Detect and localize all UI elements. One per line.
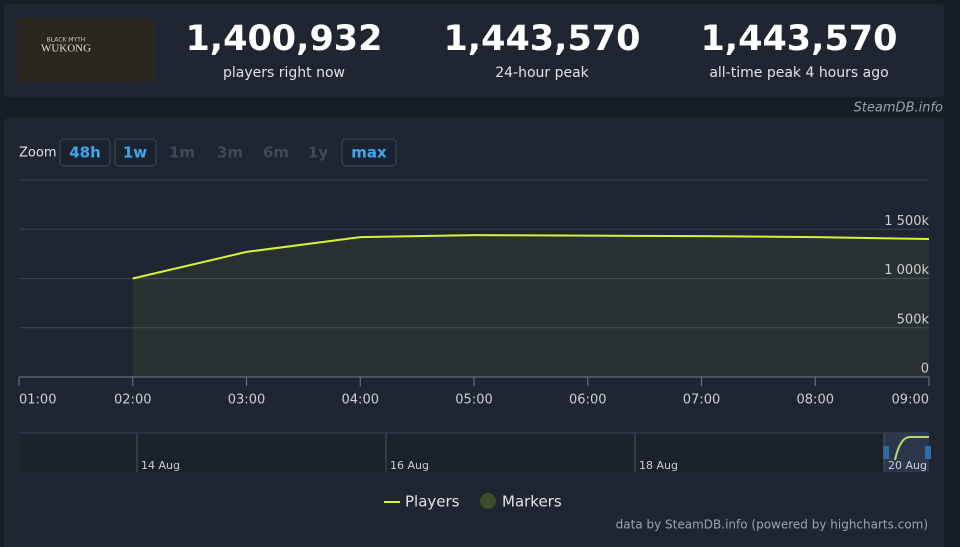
logo: WUKONG <box>41 43 91 55</box>
stat-label: players right now <box>223 65 345 81</box>
navigator-handle[interactable] <box>883 446 889 459</box>
line <box>132 234 930 280</box>
y-tick-label: 1 500k <box>884 214 929 229</box>
navigator-handle[interactable] <box>925 446 931 459</box>
logo-small: BLACK MYTH <box>47 37 86 44</box>
zoom-text[interactable]: 48h <box>69 144 101 162</box>
area <box>132 235 929 377</box>
zoom-button[interactable] <box>59 138 111 167</box>
navigator-line <box>894 436 929 461</box>
zoom-text: 3m <box>217 144 243 162</box>
stats-panel <box>4 4 944 97</box>
navigator-label: 16 Aug <box>390 459 429 472</box>
legend-label: Players <box>405 493 460 511</box>
zoom-text: 1m <box>169 144 195 162</box>
x-tick-label: 02:00 <box>114 393 151 408</box>
stat-label: all-time peak 4 hours ago <box>709 65 888 81</box>
stat-label: 24-hour peak <box>495 65 589 81</box>
x-tick-label: 09:00 <box>892 393 929 408</box>
y-tick-label: 500k <box>897 312 930 327</box>
x-tick-label: 05:00 <box>455 393 492 408</box>
x-tick-label: 07:00 <box>683 393 720 408</box>
stat-value: 1,443,570 <box>700 19 897 59</box>
credits: data by SteamDB.info (powered by highcha… <box>616 518 928 532</box>
y-tick-label: 1 000k <box>884 263 929 278</box>
x-tick-label: 03:00 <box>228 393 265 408</box>
navigator <box>19 433 929 472</box>
source: SteamDB.info <box>854 101 943 116</box>
zoom-text: 6m <box>263 144 289 162</box>
game-image <box>18 18 155 82</box>
x-tick-label: 06:00 <box>569 393 606 408</box>
legend-label: Markers <box>502 493 562 511</box>
stat-value: 1,400,932 <box>185 19 382 59</box>
zoom-text[interactable]: 1w <box>123 144 147 162</box>
x-tick-label: 04:00 <box>342 393 379 408</box>
zoom-text[interactable]: max <box>351 144 387 162</box>
stat-value: 1,443,570 <box>443 19 640 59</box>
navigator-label: 18 Aug <box>639 459 678 472</box>
navigator-selection[interactable] <box>884 433 929 472</box>
x-tick-label: 08:00 <box>797 393 834 408</box>
y-tick-label: 0 <box>921 362 929 377</box>
zoom-button[interactable] <box>341 138 397 167</box>
x-tick-label: 01:00 <box>19 393 56 408</box>
navigator-label: 20 Aug <box>888 459 927 472</box>
legend-marker <box>480 493 496 509</box>
zoom-button[interactable] <box>114 138 157 167</box>
navigator-label: 14 Aug <box>141 459 180 472</box>
zoom-text: 1y <box>308 144 328 162</box>
zoom-label: Zoom <box>19 146 56 161</box>
